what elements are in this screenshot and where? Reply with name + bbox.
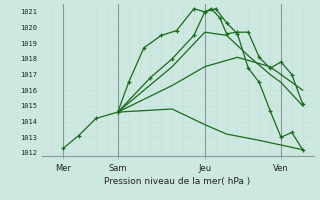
X-axis label: Pression niveau de la mer( hPa ): Pression niveau de la mer( hPa )	[104, 177, 251, 186]
